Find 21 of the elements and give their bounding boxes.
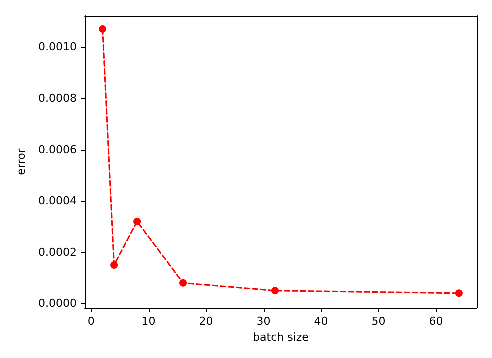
x-tick-label: 50	[372, 315, 386, 328]
point	[272, 287, 279, 295]
y-tick-label: 0.0006	[38, 143, 77, 156]
x-tick-label: 10	[142, 315, 156, 328]
point	[99, 26, 107, 34]
point	[455, 290, 463, 298]
x-axis-title: batch size	[253, 330, 310, 344]
x-tick-label: 60	[429, 315, 444, 328]
x-tick-label: 30	[256, 315, 271, 328]
point	[134, 218, 142, 226]
point	[180, 279, 188, 287]
x-tick-label: 20	[199, 315, 214, 328]
y-axis-title: error	[15, 148, 28, 176]
y-tick-label: 0.0000	[38, 297, 77, 310]
y-tick-label: 0.0004	[38, 194, 77, 208]
x-tick-label: 0	[88, 315, 95, 328]
y-tick-label: 0.0008	[38, 92, 77, 106]
x-tick-label: 40	[314, 315, 328, 328]
y-tick-label: 0.0010	[38, 40, 77, 54]
y-tick-label: 0.0002	[38, 246, 77, 259]
point	[110, 261, 118, 269]
